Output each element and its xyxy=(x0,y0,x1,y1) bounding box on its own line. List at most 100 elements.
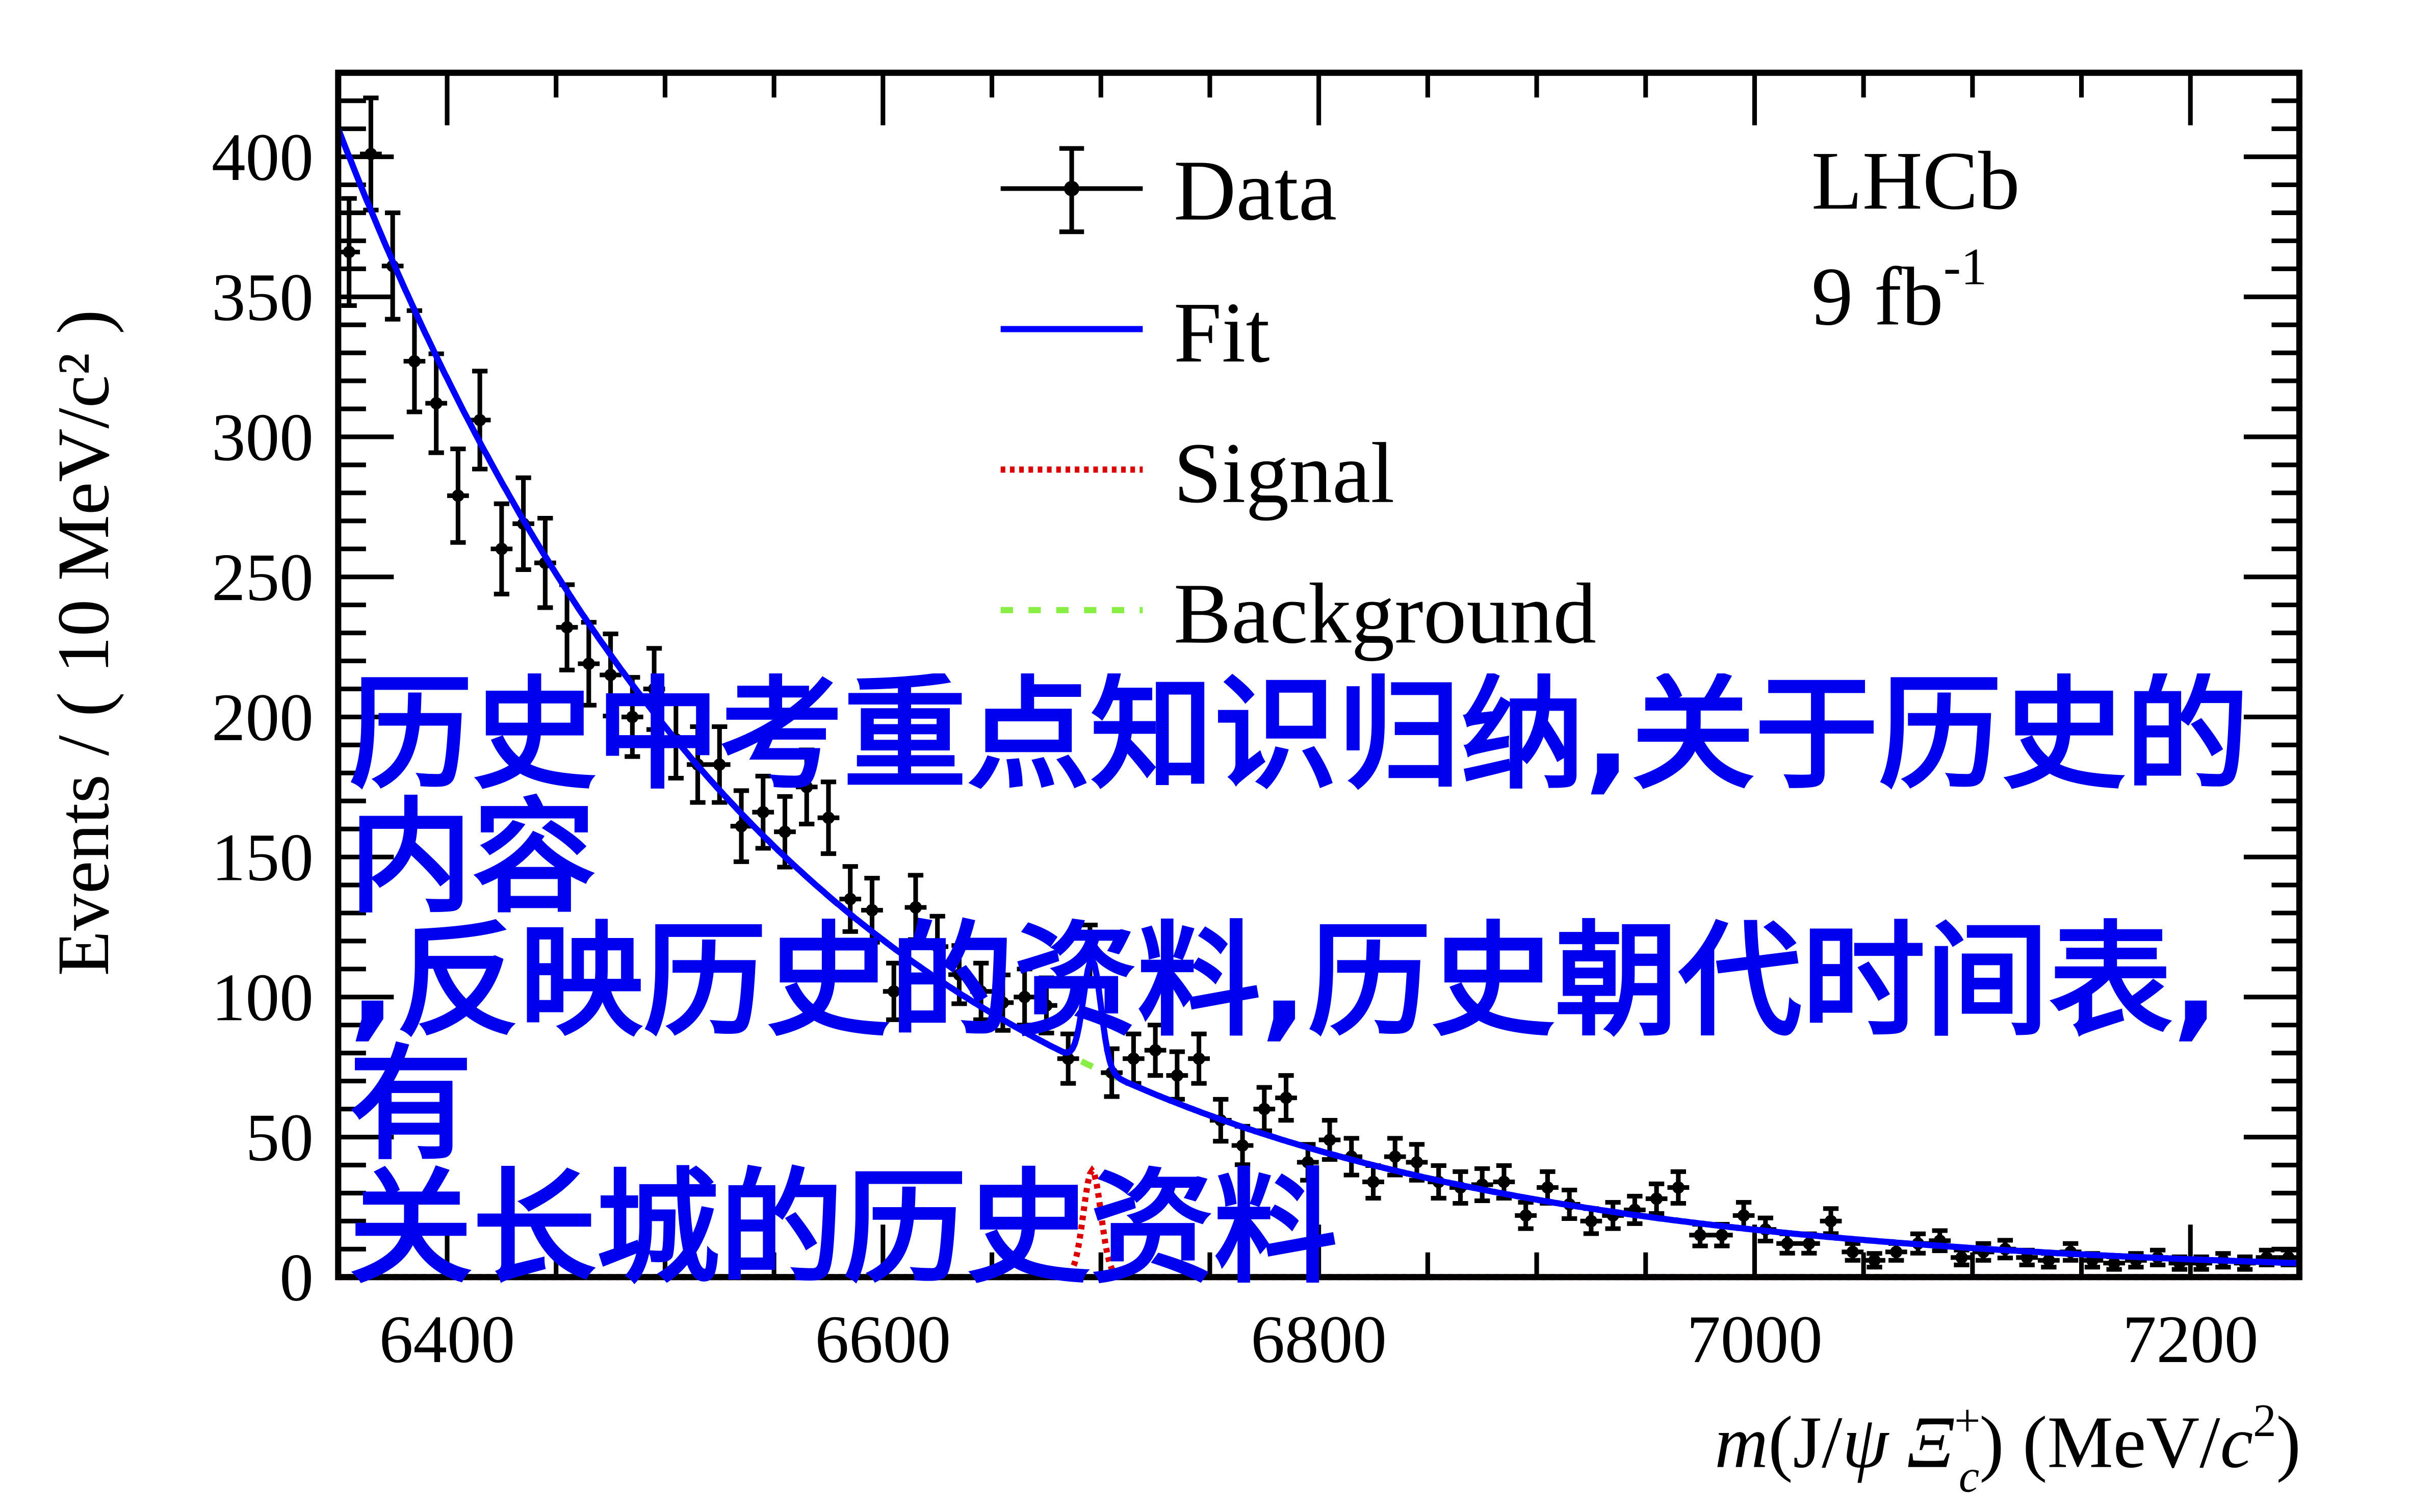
data-marker xyxy=(1650,1192,1663,1205)
y-tick-labels: 0 50 100 150 200 250 300 350 400 xyxy=(212,119,314,1315)
data-marker xyxy=(1694,1229,1706,1241)
y-tick-label: 400 xyxy=(212,119,314,195)
x-axis-title: m(J/ψ Ξ+ c) (MeV/c2) xyxy=(1715,1395,2301,1502)
data-point xyxy=(1057,1031,1079,1086)
data-point xyxy=(1122,1031,1145,1086)
y-tick-label: 0 xyxy=(279,1240,314,1315)
data-point xyxy=(1144,1023,1167,1078)
data-marker xyxy=(1890,1245,1903,1258)
data-marker xyxy=(909,901,922,914)
data-marker xyxy=(1193,1052,1205,1065)
data-marker xyxy=(647,683,661,695)
data-point xyxy=(600,631,621,719)
data-point xyxy=(1188,1031,1210,1086)
data-point xyxy=(904,873,927,942)
data-point xyxy=(1406,1142,1428,1183)
data-point xyxy=(1842,1241,1864,1263)
data-marker xyxy=(757,806,769,819)
data-point xyxy=(1384,1136,1406,1178)
data-marker xyxy=(430,397,443,410)
legend: Data Fit Signal Background xyxy=(1000,142,1596,661)
data-marker xyxy=(582,657,595,670)
data-marker xyxy=(474,413,486,427)
x-tick-label: 6400 xyxy=(379,1301,515,1377)
data-point xyxy=(1362,1163,1384,1201)
data-marker xyxy=(888,985,900,998)
y-tick-label: 100 xyxy=(212,959,314,1035)
data-marker xyxy=(931,940,944,953)
y-tick-label: 200 xyxy=(212,680,314,755)
data-marker xyxy=(1149,1044,1162,1057)
data-marker xyxy=(408,355,421,368)
data-marker xyxy=(1846,1245,1859,1258)
data-marker xyxy=(1824,1215,1837,1228)
data-point xyxy=(1820,1206,1842,1236)
data-point xyxy=(1253,1085,1276,1133)
data-marker xyxy=(1236,1139,1249,1152)
legend-data-marker xyxy=(1000,146,1143,234)
data-marker xyxy=(604,668,617,682)
data-point xyxy=(1014,967,1036,1028)
fit-curve xyxy=(335,127,2300,1267)
y-tick-label: 350 xyxy=(212,259,314,335)
data-marker xyxy=(1323,1133,1336,1146)
data-marker xyxy=(365,147,377,161)
data-marker xyxy=(996,996,1009,1009)
overlay-line-2: ,反映历史的资料,历史朝代时间表,有 xyxy=(349,909,2219,1177)
data-marker xyxy=(1716,1229,1728,1241)
data-marker xyxy=(1280,1091,1292,1104)
overlay-box: 历史中考重点知识归纳,关于历史的内容 ,反映历史的资料,历史朝代时间表,有 关长… xyxy=(349,673,2289,1291)
data-point xyxy=(447,447,469,545)
data-marker xyxy=(452,489,464,502)
data-point xyxy=(817,779,840,856)
data-point xyxy=(360,95,382,213)
data-marker xyxy=(975,985,988,998)
data-marker xyxy=(1410,1156,1423,1169)
data-marker xyxy=(1781,1237,1794,1250)
data-point xyxy=(469,369,491,472)
y-tick-label: 250 xyxy=(212,539,314,615)
experiment-label: LHCb xyxy=(1811,135,2020,227)
data-marker xyxy=(1541,1181,1554,1194)
data-point xyxy=(578,620,600,708)
watermark-overlay: 历史中考重点知识归纳,关于历史的内容 ,反映历史的资料,历史朝代时间表,有 关长… xyxy=(349,673,2289,1291)
x-tick-label: 7000 xyxy=(1687,1301,1823,1377)
data-marker xyxy=(1367,1176,1380,1188)
data-marker xyxy=(866,904,878,917)
data-marker xyxy=(1585,1215,1598,1228)
data-marker xyxy=(1040,999,1053,1012)
data-marker xyxy=(1672,1181,1685,1194)
data-marker xyxy=(2108,1257,2120,1269)
data-point xyxy=(1166,1049,1188,1102)
x-tick-label: 6800 xyxy=(1251,1301,1387,1377)
data-marker xyxy=(1868,1254,1881,1267)
x-tick-label: 7200 xyxy=(2122,1301,2259,1377)
legend-label-data: Data xyxy=(1174,142,1337,238)
data-point xyxy=(621,675,643,759)
data-marker xyxy=(1127,1052,1140,1065)
data-point xyxy=(425,351,448,455)
overlay-line-1: 历史中考重点知识归纳,关于历史的内容 xyxy=(349,673,2249,930)
overlay-line-3: 关长城的历史资料 xyxy=(349,1156,1337,1300)
data-marker xyxy=(844,893,857,905)
data-point xyxy=(730,788,753,864)
y-tick-label: 50 xyxy=(246,1100,314,1175)
legend-label-background: Background xyxy=(1174,565,1596,661)
data-marker xyxy=(1389,1150,1402,1163)
data-point xyxy=(883,960,905,1022)
x-tick-labels: 6400 6600 6800 7000 7200 xyxy=(379,1301,2259,1377)
data-marker xyxy=(1302,1156,1314,1169)
data-marker xyxy=(735,820,748,832)
x-tick-label: 6600 xyxy=(815,1301,951,1377)
data-marker xyxy=(1018,990,1031,1003)
data-point xyxy=(1645,1181,1668,1216)
data-marker xyxy=(800,780,813,793)
data-marker xyxy=(1497,1176,1511,1188)
plot-frame xyxy=(335,69,2303,1281)
data-marker xyxy=(626,711,639,723)
data-marker xyxy=(713,758,726,771)
data-point xyxy=(490,501,513,596)
luminosity-label: 9 fb-1 xyxy=(1811,238,1987,343)
data-marker xyxy=(343,246,355,258)
